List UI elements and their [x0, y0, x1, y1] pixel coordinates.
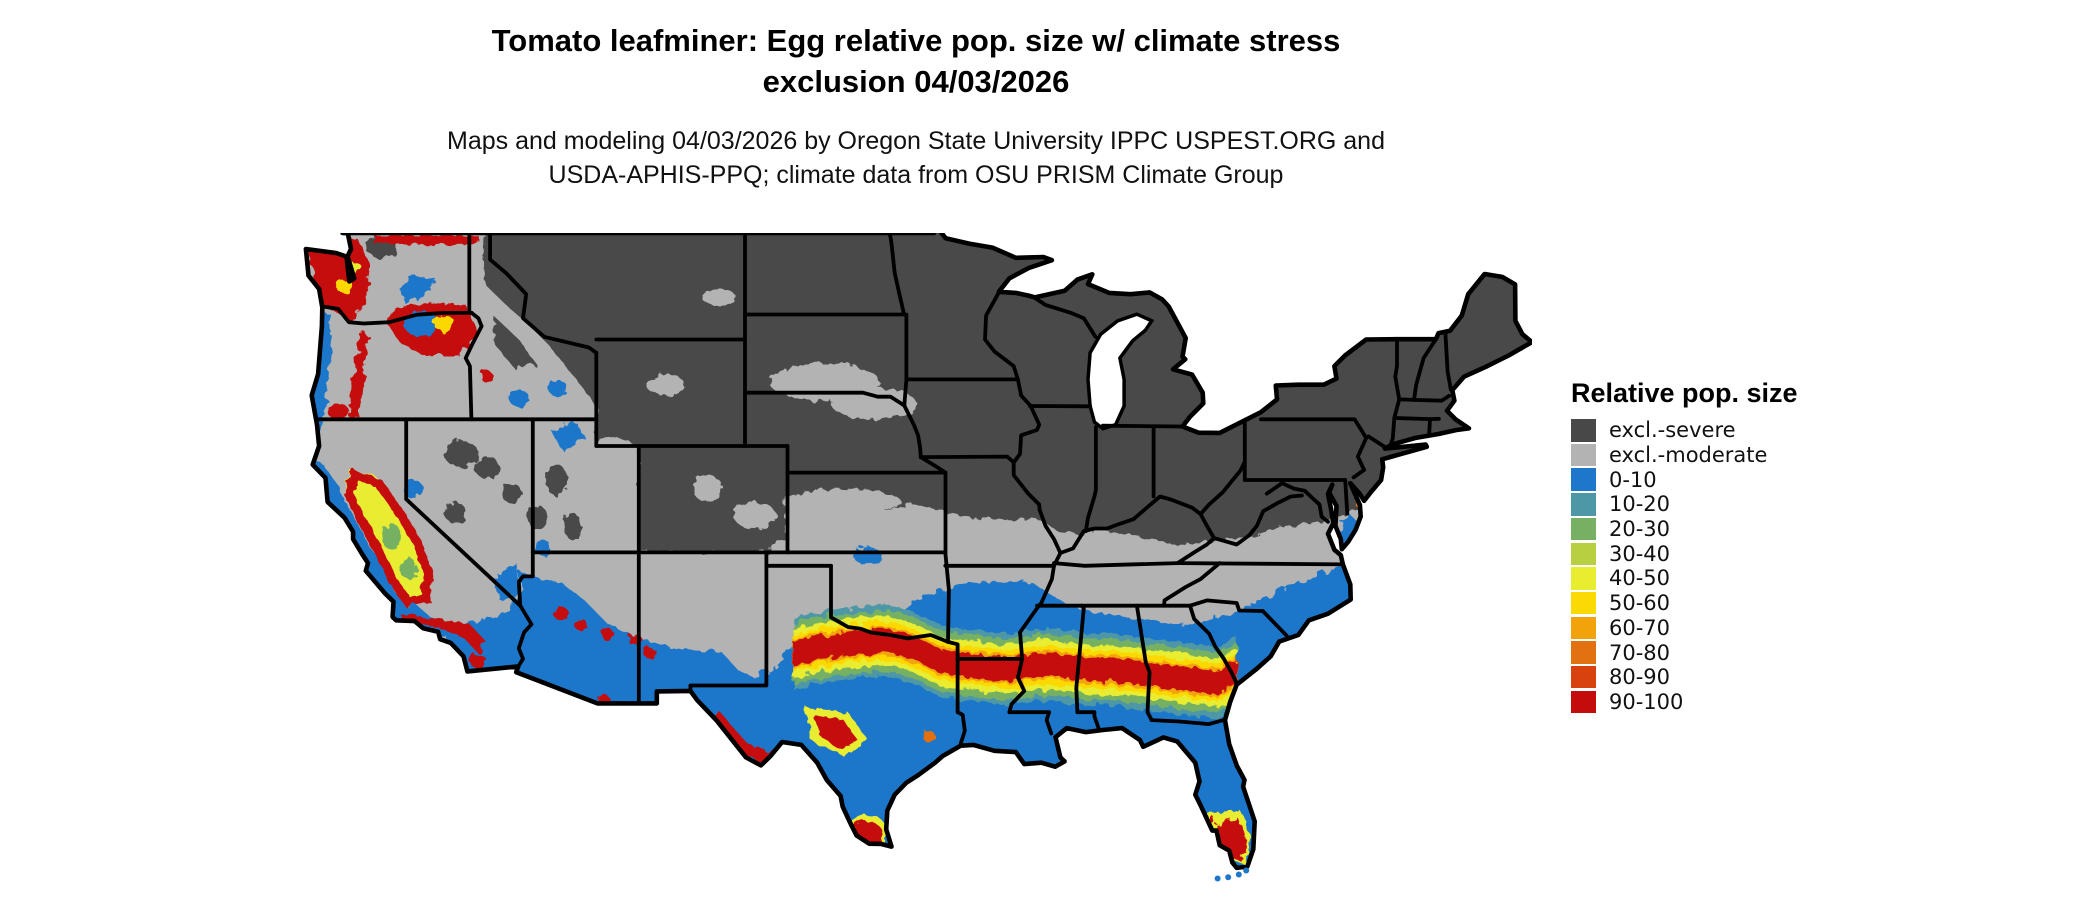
legend-swatch-icon — [1571, 665, 1596, 689]
legend-item-label: 60-70 — [1609, 615, 1671, 640]
legend-item: 50-60 — [1571, 591, 1891, 616]
legend-swatch-icon — [1571, 517, 1596, 541]
legend-rows: excl.-severe excl.-moderate 0-10 10-20 20-30… — [1571, 418, 1891, 714]
page-subtitle-line1: Maps and modeling 04/03/2026 by Oregon S… — [447, 127, 1385, 155]
legend-item-label: excl.-moderate — [1609, 443, 1768, 468]
legend-item: 40-50 — [1571, 566, 1891, 591]
legend-item-label: 70-80 — [1609, 640, 1671, 665]
legend-item-label: 90-100 — [1609, 689, 1684, 714]
legend-item: excl.-moderate — [1571, 443, 1891, 468]
legend-item-label: 0-10 — [1609, 467, 1657, 492]
legend-item: 70-80 — [1571, 640, 1891, 665]
legend-item: excl.-severe — [1571, 418, 1891, 443]
page-subtitle: Maps and modeling 04/03/2026 by Oregon S… — [300, 124, 1532, 192]
legend-item: 0-10 — [1571, 467, 1891, 492]
legend-swatch-icon — [1571, 567, 1596, 590]
page-subtitle-line2: USDA-APHIS-PPQ; climate data from OSU PR… — [548, 161, 1284, 189]
legend-swatch-icon — [1571, 542, 1596, 566]
legend-item-label: 40-50 — [1609, 566, 1671, 591]
legend-item: 60-70 — [1571, 616, 1891, 641]
legend-item: 20-30 — [1571, 517, 1891, 542]
legend-swatch-icon — [1571, 468, 1596, 491]
page-title-line2: exclusion 04/03/2026 — [762, 64, 1070, 99]
legend-swatch-icon — [1571, 591, 1596, 615]
legend-item: 30-40 — [1571, 541, 1891, 566]
legend: Relative pop. size excl.-severe excl.-mod… — [1571, 378, 1891, 714]
legend-swatch-icon — [1571, 616, 1596, 640]
page-title-line1: Tomato leafminer: Egg relative pop. size… — [491, 23, 1341, 58]
us-population-map — [300, 220, 1535, 892]
legend-item: 90-100 — [1571, 690, 1891, 715]
legend-swatch-icon — [1571, 443, 1596, 467]
legend-title: Relative pop. size — [1571, 378, 1798, 408]
legend-item-label: excl.-severe — [1609, 418, 1736, 443]
legend-item-label: 30-40 — [1609, 541, 1671, 566]
legend-item-label: 50-60 — [1609, 591, 1671, 616]
legend-item: 80-90 — [1571, 665, 1891, 690]
legend-swatch-icon — [1571, 641, 1596, 664]
page-title: Tomato leafminer: Egg relative pop. size… — [300, 20, 1532, 102]
legend-item: 10-20 — [1571, 492, 1891, 517]
legend-item-label: 10-20 — [1609, 492, 1671, 517]
legend-swatch-icon — [1571, 493, 1596, 516]
legend-swatch-icon — [1571, 690, 1596, 714]
map-canvas — [303, 220, 1535, 882]
legend-swatch-icon — [1571, 419, 1596, 442]
legend-item-label: 80-90 — [1609, 665, 1671, 690]
legend-item-label: 20-30 — [1609, 517, 1671, 542]
